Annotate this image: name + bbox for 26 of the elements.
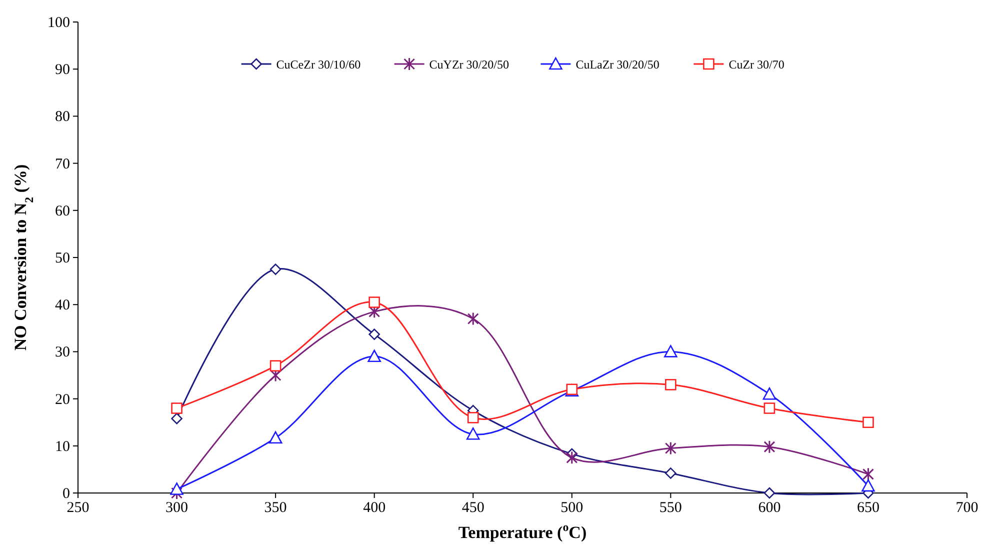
x-tick-label: 550 — [659, 500, 682, 516]
legend-label: CuYZr 30/20/50 — [429, 58, 509, 72]
legend-label: CuZr 30/70 — [728, 58, 784, 72]
y-tick-label: 10 — [55, 438, 70, 455]
y-tick-label: 0 — [62, 486, 70, 502]
y-tick-label: 100 — [48, 15, 70, 31]
y-tick-label: 40 — [55, 298, 70, 314]
legend-label: CuLaZr 30/20/50 — [576, 58, 660, 72]
x-tick-label: 600 — [758, 500, 781, 516]
y-tick-label: 30 — [55, 344, 70, 361]
x-tick-label: 300 — [166, 500, 188, 516]
y-tick-label: 50 — [55, 250, 70, 266]
x-axis-title: Temperature ($^{o}$C) — [458, 520, 587, 542]
x-tick-label: 350 — [264, 500, 287, 516]
y-tick-label: 20 — [55, 392, 70, 408]
x-tick-label: 250 — [66, 500, 90, 516]
x-tick-label: 700 — [956, 500, 978, 516]
y-tick-label: 70 — [55, 156, 70, 172]
legend-label: CuCeZr 30/10/60 — [276, 58, 361, 72]
x-tick-label: 400 — [363, 500, 386, 516]
y-tick-label: 80 — [55, 109, 70, 126]
x-tick-label: 500 — [560, 500, 584, 516]
x-tick-label: 650 — [856, 500, 880, 516]
y-tick-label: 60 — [55, 203, 70, 220]
y-tick-label: 90 — [55, 62, 70, 78]
x-tick-label: 450 — [462, 500, 484, 516]
